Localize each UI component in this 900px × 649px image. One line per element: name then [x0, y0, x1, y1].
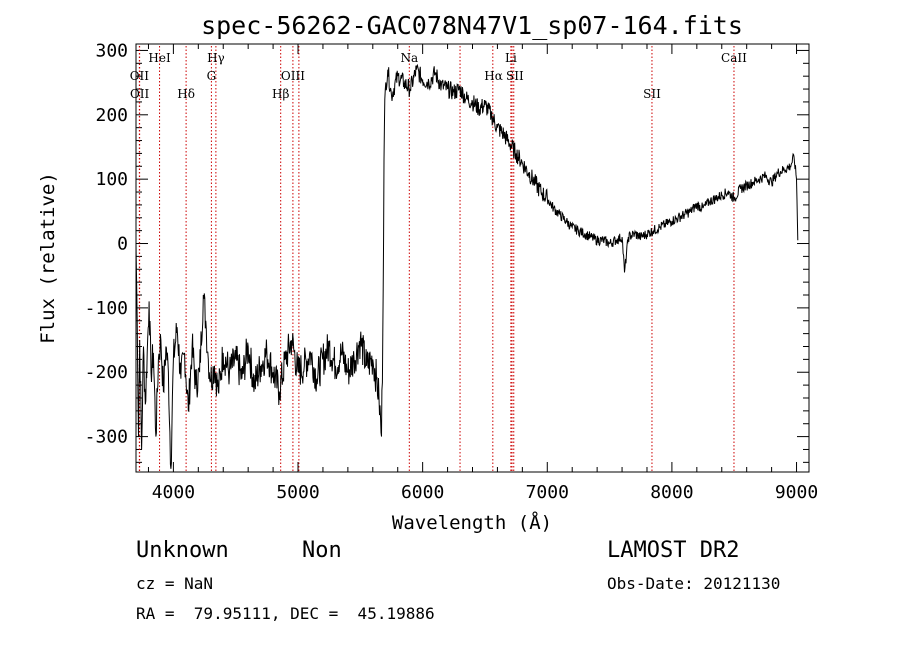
emission-line-label: Hβ: [272, 87, 289, 101]
emission-line-label: HeI: [148, 51, 171, 65]
y-tick-label: 200: [95, 105, 128, 126]
y-tick-label: -300: [85, 427, 128, 448]
axis-ticks: [136, 44, 809, 472]
y-tick-label: -100: [85, 298, 128, 319]
x-axis-label: Wavelength (Å): [392, 511, 552, 534]
spectrum-line: [135, 63, 799, 469]
x-tick-label: 6000: [401, 482, 444, 503]
emission-line-label: Hδ: [177, 87, 195, 101]
x-tick-label: 5000: [276, 482, 319, 503]
emission-line-markers: [138, 46, 735, 472]
survey-label: LAMOST DR2: [607, 538, 740, 563]
emission-line-label: OII: [130, 87, 150, 101]
emission-line-label: G: [207, 69, 217, 83]
emission-line-label: SII: [506, 69, 524, 83]
x-tick-label: 8000: [650, 482, 693, 503]
emission-line-label: Hα: [484, 69, 503, 83]
obs-date-label: Obs-Date: 20121130: [607, 574, 781, 593]
subclass-label: Non: [302, 538, 342, 563]
y-tick-label: -200: [85, 362, 128, 383]
chart-title: spec-56262-GAC078N47V1_sp07-164.fits: [201, 11, 743, 40]
redshift-label: cz = NaN: [136, 574, 214, 593]
tick-labels: 4000 5000 6000 7000 8000 9000 -300 -200 -100 0 100…: [85, 40, 819, 503]
y-tick-label: 300: [95, 40, 128, 61]
emission-line-label: OII: [130, 69, 150, 83]
emission-line-label: Li: [505, 51, 517, 65]
y-tick-label: 0: [117, 234, 128, 255]
emission-line-label: Hγ: [207, 51, 225, 65]
coordinates-label: RA = 79.95111, DEC = 45.19886: [136, 604, 435, 623]
y-axis-label: Flux (relative): [37, 172, 59, 344]
emission-line-label: OIII: [281, 69, 305, 83]
y-tick-label: 100: [95, 169, 128, 190]
class-label: Unknown: [136, 538, 229, 563]
x-tick-label: 9000: [775, 482, 818, 503]
emission-line-label: SII: [643, 87, 661, 101]
x-tick-label: 4000: [152, 482, 195, 503]
x-tick-label: 7000: [526, 482, 569, 503]
emission-line-label: CaII: [721, 51, 747, 65]
emission-line-label: Na: [400, 51, 418, 65]
